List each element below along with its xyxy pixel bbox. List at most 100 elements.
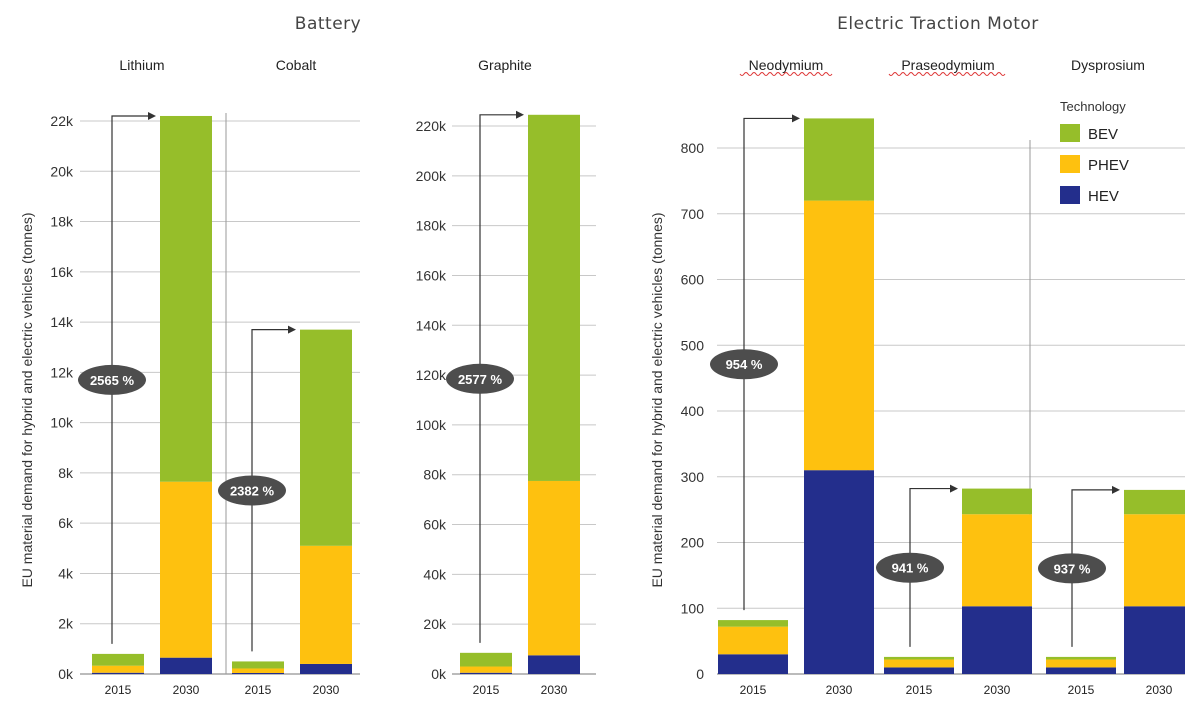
bar-neodymium-2015-bev — [718, 620, 788, 627]
bar-graphite-2030-bev — [528, 114, 580, 481]
bar-lithium-2030-phev — [160, 481, 212, 658]
y-axis-label-motor: EU material demand for hybrid and electr… — [649, 212, 665, 587]
bar-graphite-2030-phev — [528, 480, 580, 656]
y-tick-label: 160k — [416, 267, 447, 283]
bar-neodymium-2015-hev — [718, 654, 788, 674]
bar-neodymium-2030-phev — [804, 200, 874, 471]
growth-badge — [446, 363, 514, 394]
growth-label: 941 % — [892, 561, 929, 576]
growth-arrow — [111, 115, 148, 644]
panel-title-neodymium: Neodymium — [749, 57, 824, 73]
y-tick-label: 500 — [681, 337, 705, 353]
legend: Technology BEV PHEV HEV — [1060, 99, 1129, 205]
legend-label-hev: HEV — [1088, 188, 1119, 205]
x-tick-label: 2015 — [906, 683, 933, 697]
bar-lithium-2015-bev — [92, 653, 144, 666]
section-title-battery: Battery — [295, 14, 361, 34]
panel-title-lithium: Lithium — [119, 57, 164, 73]
bar-lithium-2030-hev — [160, 657, 212, 674]
bar-lithium-2030-bev — [160, 115, 212, 482]
y-tick-label: 14k — [50, 314, 74, 330]
x-tick-label: 2030 — [541, 683, 568, 697]
bar-dysprosium-2015-hev — [1046, 667, 1116, 674]
arrow-head — [148, 111, 156, 120]
bar-cobalt-2015-phev — [232, 668, 284, 673]
bar-praseodymium-2015-hev — [884, 667, 954, 674]
y-tick-label: 12k — [50, 364, 74, 380]
growth-badge — [1038, 553, 1106, 584]
y-tick-label: 60k — [423, 517, 447, 533]
y-tick-label: 100k — [416, 417, 447, 433]
x-tick-label: 2015 — [740, 683, 767, 697]
panel-title-graphite: Graphite — [478, 57, 532, 73]
bar-dysprosium-2030-hev — [1124, 606, 1185, 674]
bar-cobalt-2030-hev — [300, 663, 352, 674]
bar-dysprosium-2015-phev — [1046, 659, 1116, 668]
y-tick-label: 100 — [681, 600, 705, 616]
legend-label-bev: BEV — [1088, 126, 1118, 143]
growth-arrow — [909, 487, 950, 647]
squiggle-neodymium — [739, 72, 833, 76]
x-tick-label: 2030 — [826, 683, 853, 697]
bar-graphite-2015-phev — [460, 666, 512, 673]
bars — [92, 114, 1185, 674]
y-tick-label: 200k — [416, 168, 447, 184]
y-tick-label: 220k — [416, 118, 447, 134]
bar-praseodymium-2030-phev — [962, 514, 1032, 607]
panel-title-praseodymium: Praseodymium — [901, 57, 994, 73]
section-title-motor: Electric Traction Motor — [837, 14, 1039, 34]
legend-title: Technology — [1060, 99, 1126, 114]
legend-swatch-phev — [1060, 155, 1080, 173]
x-tick-label: 2030 — [1146, 683, 1173, 697]
panel-title-cobalt: Cobalt — [276, 57, 317, 73]
growth-badge — [218, 475, 286, 506]
y-tick-label: 600 — [681, 272, 705, 288]
bar-praseodymium-2030-hev — [962, 606, 1032, 674]
bar-neodymium-2030-hev — [804, 470, 874, 674]
growth-label: 954 % — [726, 357, 763, 372]
bar-graphite-2030-hev — [528, 655, 580, 674]
legend-swatch-hev — [1060, 186, 1080, 204]
growth-label: 2565 % — [90, 373, 135, 388]
y-tick-label: 700 — [681, 206, 705, 222]
bar-lithium-2015-hev — [92, 672, 144, 674]
y-tick-label: 10k — [50, 415, 74, 431]
bar-graphite-2015-hev — [460, 672, 512, 674]
y-tick-label: 120k — [416, 367, 447, 383]
y-tick-label: 0 — [696, 666, 704, 682]
bar-lithium-2015-phev — [92, 665, 144, 673]
x-tick-label: 2015 — [473, 683, 500, 697]
growth-arrow — [251, 329, 288, 652]
panel-title-dysprosium: Dysprosium — [1071, 57, 1145, 73]
bar-neodymium-2015-phev — [718, 626, 788, 655]
bar-praseodymium-2030-bev — [962, 488, 1032, 515]
x-tick-label: 2030 — [173, 683, 200, 697]
bar-cobalt-2030-phev — [300, 545, 352, 664]
growth-arrow — [743, 117, 792, 611]
y-tick-label: 80k — [423, 467, 447, 483]
growth-annotations: 2565 % 2382 % 2577 % 954 % 941 % 937 % — [78, 110, 1120, 652]
y-tick-label: 22k — [50, 113, 74, 129]
y-tick-label: 20k — [423, 616, 447, 632]
legend-swatch-bev — [1060, 124, 1080, 142]
y-tick-label: 800 — [681, 140, 705, 156]
y-tick-label: 4k — [58, 565, 74, 581]
growth-badge — [78, 364, 146, 395]
bar-praseodymium-2015-bev — [884, 656, 954, 660]
x-tick-label: 2015 — [245, 683, 272, 697]
y-tick-label: 140k — [416, 317, 447, 333]
y-tick-label: 16k — [50, 264, 74, 280]
y-tick-label: 200 — [681, 535, 705, 551]
arrow-head — [288, 325, 296, 334]
growth-arrow — [479, 114, 516, 643]
bar-cobalt-2030-bev — [300, 329, 352, 546]
squiggle-praseodymium — [888, 72, 1006, 76]
growth-label: 2577 % — [458, 372, 503, 387]
x-tick-label: 2030 — [313, 683, 340, 697]
arrow-head — [950, 484, 958, 493]
bar-graphite-2015-bev — [460, 652, 512, 667]
x-tick-label: 2015 — [105, 683, 132, 697]
y-tick-label: 6k — [58, 515, 74, 531]
y-tick-label: 2k — [58, 616, 74, 632]
y-tick-label: 20k — [50, 163, 74, 179]
